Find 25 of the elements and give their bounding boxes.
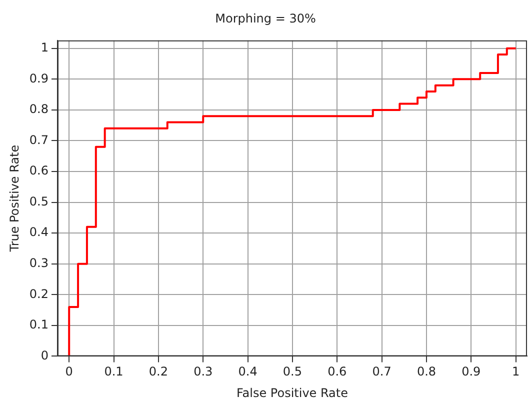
y-tick-label: 0.7	[29, 132, 48, 147]
y-tick-label: 0	[40, 348, 48, 362]
x-tick-label: 0.9	[462, 364, 481, 379]
y-tick-label: 0.4	[29, 225, 48, 240]
y-tick-label: 0.2	[29, 286, 48, 301]
y-tick-label: 0.6	[29, 164, 48, 178]
y-tick-label: 0.9	[29, 71, 48, 86]
y-axis-title: True Positive Rate	[7, 144, 22, 253]
y-tick-label: 0.5	[29, 194, 48, 208]
x-tick-label: 0.3	[194, 364, 213, 379]
y-tick-label: 1	[40, 40, 48, 55]
chart-title: Morphing = 30%	[215, 11, 316, 26]
x-tick-label: 0.6	[328, 364, 347, 379]
x-tick-label: 1	[512, 364, 520, 379]
y-tick-label: 0.1	[29, 318, 48, 332]
x-tick-label: 0.5	[282, 364, 302, 379]
x-tick-label: 0.2	[148, 364, 168, 379]
x-tick-label: 0.4	[238, 364, 258, 379]
x-tick-label: 0.1	[104, 364, 124, 379]
x-tick-label: 0.7	[372, 364, 392, 379]
y-tick-label: 0.3	[29, 256, 48, 270]
x-axis-title: False Positive Rate	[236, 386, 348, 400]
x-tick-label: 0.8	[416, 364, 436, 379]
y-tick-label: 0.8	[29, 102, 48, 116]
x-tick-label: 0	[65, 364, 73, 379]
